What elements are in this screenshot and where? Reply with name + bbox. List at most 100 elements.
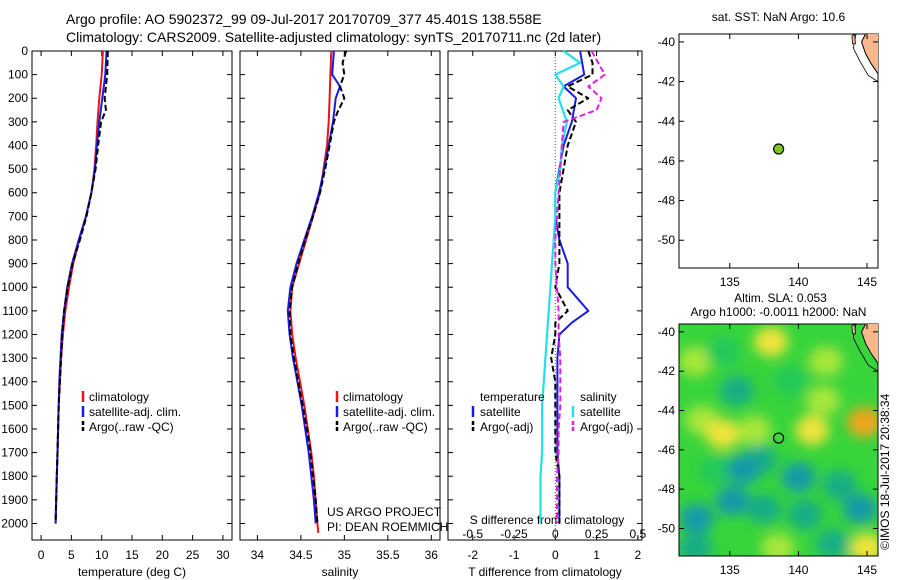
sla-anomaly-blob xyxy=(705,419,740,450)
depth-tick-label: 1600 xyxy=(1,422,28,436)
figure-title-line2: Climatology: CARS2009. Satellite-adjuste… xyxy=(66,29,602,45)
sla_map-land xyxy=(861,324,878,364)
salinity-legend-label: satellite-adj. clim. xyxy=(343,405,435,419)
sla-anomaly-blob xyxy=(679,503,714,534)
sst_map-lon-tick-label: 140 xyxy=(788,275,808,289)
sla-map-panel: 135 140 145 -40 -42 -44 -46 -48 -50 Altim. SLA: 0… xyxy=(658,291,879,577)
depth-tick-label: 2000 xyxy=(1,516,28,530)
sla-anomaly-blob xyxy=(808,346,843,377)
pi-annotation: PI: DEAN ROEMMICH xyxy=(327,520,448,534)
sla-anomaly-blob xyxy=(719,375,754,406)
salinity-x-axis-label: salinity xyxy=(322,565,359,579)
difference-panel: -2 -1 0 1 2 T difference from climatology -0.5… xyxy=(447,50,647,579)
temperature-legend-label: climatology xyxy=(89,390,149,404)
salinity-panel: 34 34.5 35 35.5 36 salinity climatologysatelli… xyxy=(239,50,448,579)
sla-anomaly-blob xyxy=(715,485,750,516)
depth-tick-label: 100 xyxy=(8,68,28,82)
salinity-series-line xyxy=(288,50,348,524)
depth-tick-label: 1900 xyxy=(1,493,28,507)
sdiff-tick-label: 0.25 xyxy=(585,527,609,541)
sla-anomaly-blob xyxy=(679,533,713,556)
depth-tick-label: 0 xyxy=(21,44,28,58)
depth-tick-label: 1300 xyxy=(1,351,28,365)
sst-map-panel: 135 140 145 -40 -42 -44 -46 -48 -50 sat. SST: NaN… xyxy=(658,10,879,289)
temperature-x-tick-label: 15 xyxy=(125,548,139,562)
sla_map-lat-tick-label: -40 xyxy=(658,325,676,339)
sla-anomaly-blob xyxy=(753,326,788,357)
temperature-x-axis-label: temperature (deg C) xyxy=(78,565,186,579)
temperature-x-tick-label: 20 xyxy=(156,548,170,562)
depth-tick-label: 500 xyxy=(8,162,28,176)
sst_map-lat-tick-label: -50 xyxy=(658,233,676,247)
temperature-plot-frame xyxy=(31,50,233,541)
difference-x-tick-label: 1 xyxy=(593,548,600,562)
diff-legend-label: salinity xyxy=(580,390,617,404)
sla_map-island xyxy=(851,323,856,335)
depth-tick-label: 1100 xyxy=(2,304,28,318)
imos-watermark: ©IMOS 18-Jul-2017 20:38:34 xyxy=(878,393,892,550)
sst_map-lat-tick-label: -46 xyxy=(658,154,676,168)
temperature-legend-label: Argo(..raw -QC) xyxy=(89,420,174,434)
sst_map-float-marker xyxy=(773,143,785,155)
diff-legend-label: satellite xyxy=(580,405,621,419)
sla_map-title-line1: Altim. SLA: 0.053 xyxy=(734,291,827,305)
sla-anomaly-layer xyxy=(679,326,878,556)
sdiff-tick-label: -0.25 xyxy=(500,527,528,541)
figure-title-line1: Argo profile: AO 5902372_99 09-Jul-2017 … xyxy=(66,11,542,27)
sst_map-lat-tick-label: -48 xyxy=(658,194,676,208)
difference-x-tick-label: -1 xyxy=(509,548,520,562)
sla-anomaly-blob xyxy=(726,454,761,485)
sla_map-lat-tick-label: -48 xyxy=(658,482,676,496)
difference-x-tick-label: 0 xyxy=(552,548,559,562)
sla_map-lat-tick-label: -46 xyxy=(658,443,676,457)
depth-tick-label: 1700 xyxy=(1,446,28,460)
sla-anomaly-blob xyxy=(705,336,740,367)
sla-anomaly-blob xyxy=(806,385,841,416)
difference-series-line xyxy=(550,50,594,524)
salinity-x-tick-label: 34 xyxy=(251,548,265,562)
sdiff-tick-label: -0.5 xyxy=(462,527,483,541)
difference-series-line xyxy=(554,50,590,524)
sst_map-title: sat. SST: NaN Argo: 10.6 xyxy=(712,10,846,24)
sdiff-tick-label: 0.5 xyxy=(630,527,647,541)
salinity-x-tick-label: 35.5 xyxy=(376,548,400,562)
depth-tick-label: 1500 xyxy=(1,398,28,412)
sla_map-float-marker xyxy=(773,432,785,444)
difference-series-line xyxy=(539,50,582,524)
sst_map-lat-tick-label: -44 xyxy=(658,114,676,128)
sla-anomaly-blob xyxy=(843,493,878,524)
salinity-x-tick-label: 35 xyxy=(338,548,352,562)
depth-tick-label: 400 xyxy=(8,138,28,152)
sla_map-lat-tick-label: -44 xyxy=(658,404,676,418)
sla-anomaly-blob xyxy=(781,462,816,493)
sla_map-lat-tick-label: -42 xyxy=(658,364,676,378)
depth-tick-label: 300 xyxy=(8,115,28,129)
salinity-x-tick-label: 34.5 xyxy=(289,548,313,562)
temperature-x-tick-label: 30 xyxy=(216,548,230,562)
sla-anomaly-blob xyxy=(737,415,772,446)
sla_map-lon-tick-label: 140 xyxy=(788,563,808,577)
sla-anomaly-blob xyxy=(679,346,713,377)
sla_map-lon-tick-label: 135 xyxy=(720,563,740,577)
sst_map-lon-tick-label: 145 xyxy=(857,275,877,289)
depth-tick-label: 200 xyxy=(8,91,28,105)
diff-legend-label: Argo(-adj) xyxy=(480,420,533,434)
difference-series-line xyxy=(554,50,606,524)
sdiff-axis-label: S difference from climatology xyxy=(470,513,625,527)
sla_map-coastline xyxy=(860,323,879,364)
temperature-x-tick-label: 25 xyxy=(186,548,200,562)
sla-anomaly-blob xyxy=(847,407,878,438)
sst_map-lon-tick-label: 135 xyxy=(720,275,740,289)
sst_map-lat-tick-label: -42 xyxy=(658,75,676,89)
sla-anomaly-blob xyxy=(760,533,795,556)
sla_map-map-frame xyxy=(678,323,879,557)
sla-anomaly-blob xyxy=(747,493,782,524)
temperature-legend-label: satellite-adj. clim. xyxy=(89,405,181,419)
temperature-x-tick-label: 5 xyxy=(68,548,75,562)
salinity-plot-frame xyxy=(239,50,441,541)
sst_map-island xyxy=(851,33,856,45)
diff-legend-label: Argo(-adj) xyxy=(580,420,633,434)
temperature-series-line xyxy=(54,50,109,524)
salinity-x-tick-label: 36 xyxy=(425,548,439,562)
difference-x-tick-label: -2 xyxy=(467,548,478,562)
